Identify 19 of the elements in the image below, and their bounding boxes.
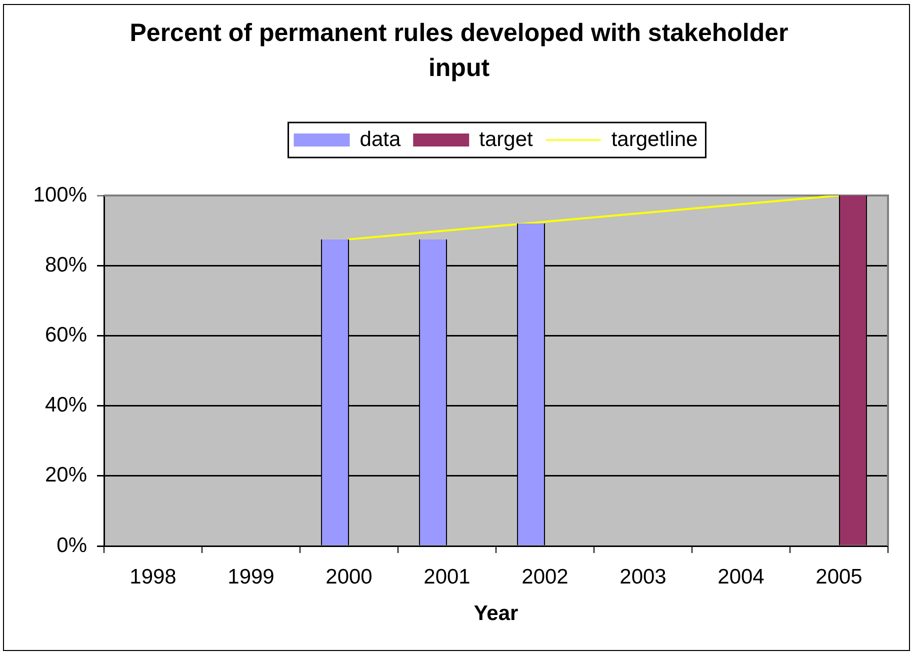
chart-title: Percent of permanent rules developed with stakeholder input bbox=[130, 18, 789, 82]
x-tick-label: 1999 bbox=[228, 565, 274, 588]
y-tick-label: 0% bbox=[56, 534, 87, 557]
x-tick-label: 2004 bbox=[718, 565, 765, 588]
x-tick-label: 1998 bbox=[130, 565, 176, 588]
y-tick-label: 80% bbox=[44, 253, 87, 276]
y-tick-label: 60% bbox=[44, 323, 87, 346]
x-tick-label: 2001 bbox=[424, 565, 470, 588]
y-tick-label: 20% bbox=[44, 464, 87, 487]
y-tick-label: 100% bbox=[33, 183, 87, 206]
x-tick-label: 2000 bbox=[326, 565, 372, 588]
y-tick-label: 40% bbox=[44, 394, 87, 417]
legend-label: data bbox=[360, 128, 401, 151]
x-axis-title: Year bbox=[474, 602, 518, 626]
x-tick-label: 2005 bbox=[816, 565, 862, 588]
x-tick-label: 2002 bbox=[522, 565, 568, 588]
x-tick-label: 2003 bbox=[620, 565, 666, 588]
legend-label: targetline bbox=[611, 128, 698, 151]
legend-label: target bbox=[479, 128, 534, 151]
